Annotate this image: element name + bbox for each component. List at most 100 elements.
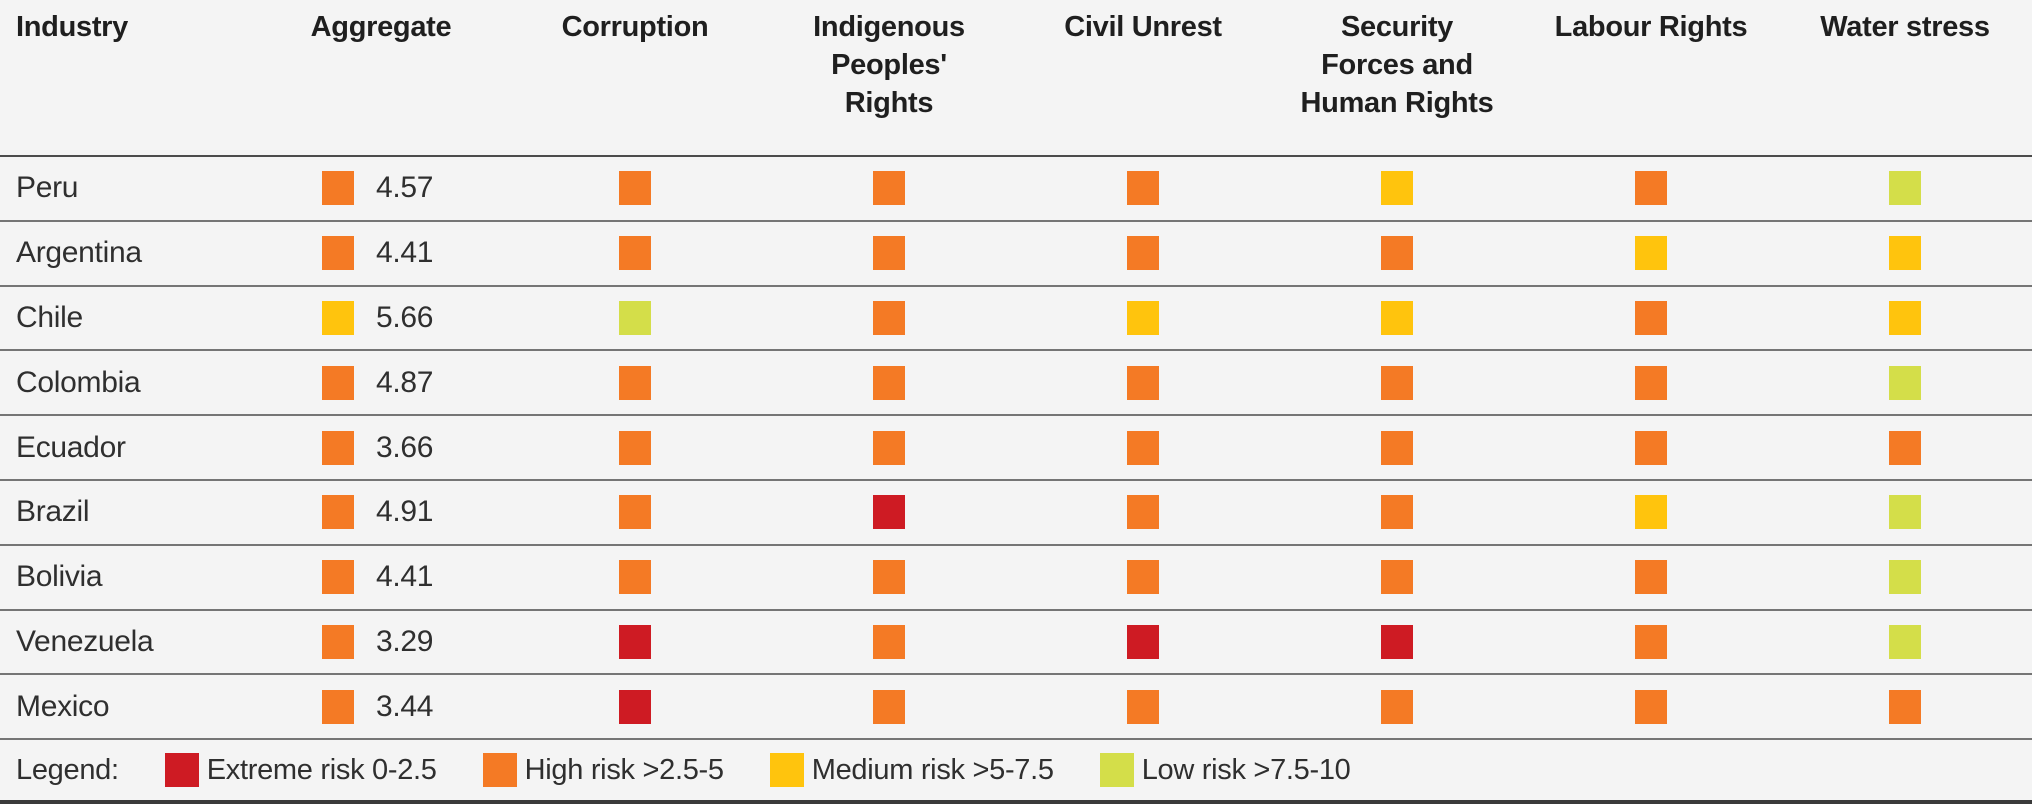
legend-square <box>482 753 517 788</box>
aggregate-cell: 3.66 <box>254 430 508 465</box>
country-cell: Venezuela <box>0 625 254 659</box>
risk-cell-indigenous_peoples_rights <box>762 689 1016 724</box>
aggregate-value: 4.91 <box>376 495 434 529</box>
aggregate-cell: 4.57 <box>254 171 508 206</box>
country-cell: Chile <box>0 301 254 335</box>
legend-item-label: Medium risk >5-7.5 <box>811 753 1054 786</box>
aggregate-value: 5.66 <box>376 300 434 334</box>
risk-cell-labour_rights <box>1524 560 1778 595</box>
aggregate-value: 4.87 <box>376 365 434 399</box>
risk-cell-water_stress <box>1778 300 2032 335</box>
legend-item-extreme: Extreme risk 0-2.5 <box>164 753 437 788</box>
risk-cell-indigenous_peoples_rights <box>762 171 1016 206</box>
column-header-indigenous-peoples-rights: Indigenous Peoples' Rights <box>762 0 1016 155</box>
risk-square <box>873 171 905 206</box>
aggregate-value: 3.66 <box>376 430 434 464</box>
risk-square <box>1635 236 1667 271</box>
risk-square <box>322 495 354 530</box>
risk-cell-security_forces_and_human_rights <box>1270 495 1524 530</box>
risk-square <box>1127 689 1159 724</box>
risk-square <box>619 236 651 271</box>
aggregate-cell: 4.41 <box>254 236 508 271</box>
risk-cell-corruption <box>508 171 762 206</box>
risk-cell-civil_unrest <box>1016 430 1270 465</box>
risk-square <box>1127 300 1159 335</box>
risk-cell-water_stress <box>1778 171 2032 206</box>
country-cell: Ecuador <box>0 431 254 465</box>
risk-square <box>619 365 651 400</box>
risk-square <box>1635 560 1667 595</box>
risk-square <box>322 689 354 724</box>
risk-cell-civil_unrest <box>1016 624 1270 659</box>
legend-item-high: High risk >2.5-5 <box>482 753 724 788</box>
risk-cell-security_forces_and_human_rights <box>1270 430 1524 465</box>
risk-cell-corruption <box>508 560 762 595</box>
risk-cell-civil_unrest <box>1016 495 1270 530</box>
risk-cell-civil_unrest <box>1016 689 1270 724</box>
risk-cell-water_stress <box>1778 430 2032 465</box>
column-header-industry: Industry <box>0 0 254 155</box>
risk-square <box>1635 430 1667 465</box>
risk-square <box>1889 430 1921 465</box>
aggregate-value: 3.44 <box>376 689 434 723</box>
risk-cell-corruption <box>508 430 762 465</box>
risk-cell-labour_rights <box>1524 236 1778 271</box>
risk-cell-security_forces_and_human_rights <box>1270 689 1524 724</box>
risk-cell-indigenous_peoples_rights <box>762 236 1016 271</box>
risk-square <box>1889 365 1921 400</box>
column-header-label: Civil Unrest <box>1064 11 1222 43</box>
risk-square <box>322 236 354 271</box>
risk-cell-indigenous_peoples_rights <box>762 624 1016 659</box>
risk-square <box>1381 624 1413 659</box>
table-row: Peru 4.57 <box>0 157 2032 222</box>
risk-square <box>873 430 905 465</box>
country-cell: Brazil <box>0 495 254 529</box>
table-body: Peru 4.57 Argentina 4.41 Chile 5.66 Colombia 4.… <box>0 157 2032 741</box>
risk-square <box>1381 236 1413 271</box>
aggregate-value: 4.41 <box>376 560 434 594</box>
risk-square <box>873 300 905 335</box>
table-row: Chile 5.66 <box>0 287 2032 352</box>
risk-square <box>322 365 354 400</box>
country-label: Bolivia <box>16 560 103 594</box>
risk-square <box>1889 689 1921 724</box>
risk-cell-security_forces_and_human_rights <box>1270 171 1524 206</box>
risk-cell-water_stress <box>1778 236 2032 271</box>
risk-cell-water_stress <box>1778 365 2032 400</box>
risk-cell-security_forces_and_human_rights <box>1270 300 1524 335</box>
risk-square <box>619 171 651 206</box>
risk-cell-corruption <box>508 365 762 400</box>
column-header-label: Labour Rights <box>1554 11 1748 43</box>
country-label: Brazil <box>16 495 90 529</box>
country-cell: Mexico <box>0 690 254 724</box>
column-header-labour-rights: Labour Rights <box>1524 0 1778 155</box>
risk-square <box>1889 236 1921 271</box>
risk-cell-security_forces_and_human_rights <box>1270 236 1524 271</box>
country-cell: Peru <box>0 171 254 205</box>
aggregate-value: 3.29 <box>376 624 434 658</box>
legend-item-label: Low risk >7.5-10 <box>1141 753 1351 786</box>
risk-cell-corruption <box>508 689 762 724</box>
country-label: Argentina <box>16 236 142 270</box>
aggregate-value: 4.41 <box>376 236 434 270</box>
risk-square <box>1635 365 1667 400</box>
column-header-label: Industry <box>16 11 128 43</box>
risk-square <box>1635 689 1667 724</box>
aggregate-cell: 4.41 <box>254 560 508 595</box>
risk-square <box>322 624 354 659</box>
risk-square <box>1381 689 1413 724</box>
risk-square <box>619 300 651 335</box>
risk-square <box>873 624 905 659</box>
risk-cell-indigenous_peoples_rights <box>762 430 1016 465</box>
table-row: Colombia 4.87 <box>0 351 2032 417</box>
risk-square <box>619 430 651 465</box>
country-label: Chile <box>16 300 83 334</box>
risk-square <box>1635 624 1667 659</box>
column-header-aggregate: Aggregate <box>254 0 508 155</box>
risk-square <box>1635 300 1667 335</box>
risk-cell-corruption <box>508 300 762 335</box>
risk-square <box>619 495 651 530</box>
column-header-security-forces-and-human-rights: Security Forces and Human Rights <box>1270 0 1524 155</box>
country-cell: Colombia <box>0 366 254 400</box>
table-row: Brazil 4.91 <box>0 481 2032 546</box>
